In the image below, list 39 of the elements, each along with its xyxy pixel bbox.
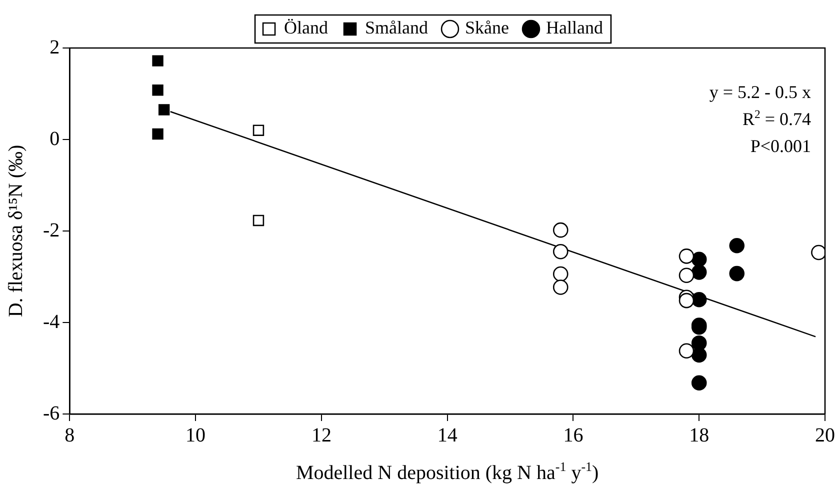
x-tick-label: 16: [563, 424, 584, 446]
point: [729, 266, 745, 282]
legend-label: Öland: [284, 18, 328, 38]
point: [691, 264, 707, 280]
point: [678, 248, 694, 264]
point: [678, 268, 694, 284]
y-tick-label: 2: [50, 36, 60, 58]
x-tick-label: 8: [64, 424, 75, 446]
x-tick-label: 18: [689, 424, 710, 446]
point: [152, 55, 164, 66]
x-tick-label: 20: [815, 424, 835, 446]
point: [152, 128, 164, 140]
legend-label: Småland: [365, 18, 428, 38]
annotation: P<0.001: [750, 136, 812, 156]
point: [158, 104, 170, 116]
point: [691, 347, 707, 363]
legend-label: Skåne: [465, 18, 510, 38]
y-axis-title: D. flexuosa δ¹⁵N (‰): [5, 144, 27, 318]
x-tick-label: 14: [437, 424, 458, 446]
point: [552, 280, 568, 295]
y-tick-label: -6: [42, 402, 60, 424]
legend-label: Halland: [546, 18, 603, 38]
point: [152, 84, 164, 96]
point: [552, 222, 568, 238]
point: [691, 375, 707, 391]
x-tick-label: 10: [186, 424, 206, 446]
point: [678, 343, 694, 359]
point: [252, 124, 264, 136]
x-tick-label: 12: [311, 424, 332, 446]
annotation: y = 5.2 - 0.5 x: [709, 82, 812, 102]
point: [252, 214, 264, 226]
y-tick-label: 0: [50, 128, 60, 150]
point: [691, 292, 707, 308]
point: [552, 266, 568, 282]
point: [678, 292, 694, 308]
y-tick-label: -4: [42, 310, 60, 333]
point: [729, 238, 745, 254]
point: [552, 244, 568, 260]
y-tick-label: -2: [42, 219, 60, 242]
